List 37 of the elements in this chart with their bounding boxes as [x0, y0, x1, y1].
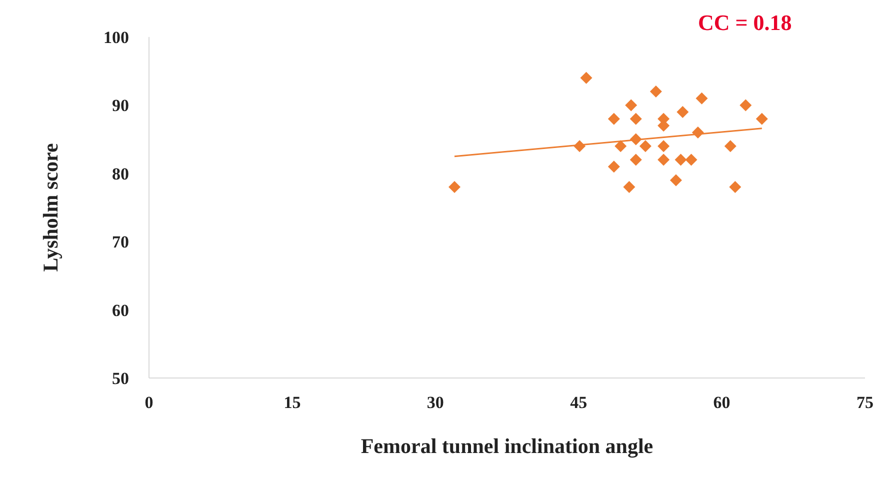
x-tick-label: 15: [284, 393, 301, 412]
point: [685, 154, 698, 166]
point: [448, 181, 460, 194]
point: [676, 106, 689, 118]
point: [608, 112, 620, 125]
x-tick-label: 0: [144, 393, 154, 412]
x-tick-label: 75: [856, 393, 874, 412]
point: [639, 140, 652, 152]
point: [623, 181, 636, 194]
point: [608, 160, 620, 173]
y-tick-label: 70: [112, 232, 129, 252]
point: [658, 154, 670, 166]
point: [625, 99, 638, 112]
point: [630, 154, 642, 166]
x-tick-label: 30: [426, 393, 444, 412]
x-tick-label: 45: [570, 393, 588, 412]
point: [670, 174, 682, 186]
point: [696, 92, 708, 104]
y-tick-label: 50: [112, 369, 129, 388]
point: [580, 72, 592, 84]
x-axis-title: Femoral tunnel inclination angle: [360, 434, 654, 458]
point: [724, 140, 736, 152]
point: [630, 112, 642, 125]
point: [650, 86, 662, 98]
x-tick-label: 60: [713, 393, 730, 412]
point: [614, 140, 627, 152]
y-tick-label: 90: [112, 96, 129, 116]
point: [674, 154, 687, 166]
y-axis-title: Lysholm score: [38, 143, 62, 272]
y-tick-label: 60: [112, 300, 129, 320]
y-tick-label: 100: [104, 28, 129, 48]
point: [740, 99, 752, 112]
point: [756, 112, 768, 125]
point: [729, 181, 742, 194]
text: CC = 0.18: [698, 10, 792, 36]
y-tick-label: 80: [112, 164, 129, 184]
point: [658, 140, 670, 152]
